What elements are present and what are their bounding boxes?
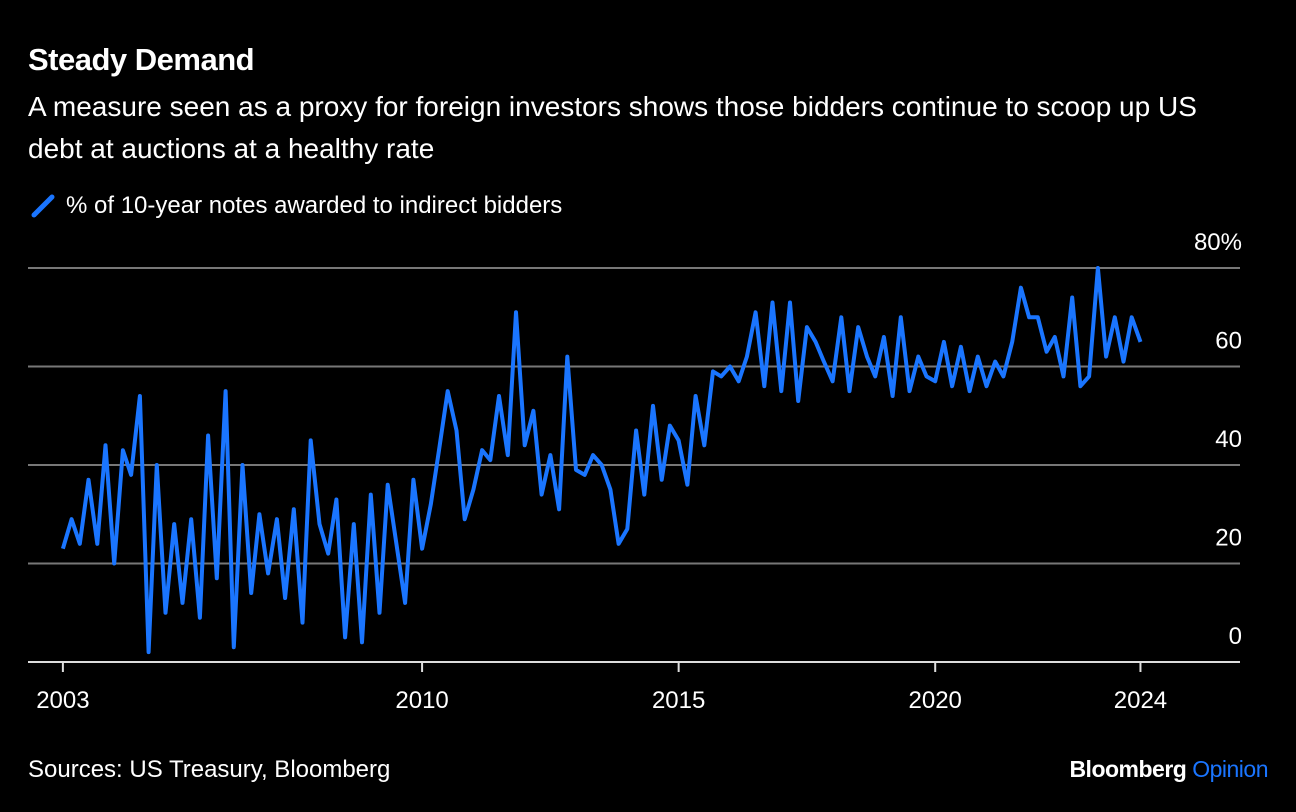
credit-product: Opinion xyxy=(1192,756,1268,782)
legend-label: % of 10-year notes awarded to indirect b… xyxy=(66,192,563,219)
x-tick-label: 2024 xyxy=(1114,687,1167,714)
x-tick-label: 2015 xyxy=(652,687,705,714)
data-line xyxy=(60,266,1143,655)
legend: % of 10-year notes awarded to indirect b… xyxy=(30,192,562,220)
y-tick-label: 80% xyxy=(1194,229,1242,256)
y-tick-label: 60 xyxy=(1215,328,1242,355)
y-tick-label: 20 xyxy=(1215,525,1242,552)
y-tick-label: 40 xyxy=(1215,426,1242,453)
x-tick-label: 2010 xyxy=(395,687,448,714)
chart-title: Steady Demand xyxy=(28,42,255,77)
x-tick-label: 2003 xyxy=(36,687,89,714)
source-note: Sources: US Treasury, Bloomberg xyxy=(28,756,391,783)
y-tick-label: 0 xyxy=(1229,623,1242,650)
chart-subtitle: A measure seen as a proxy for foreign in… xyxy=(28,91,1197,164)
credit-name: Bloomberg xyxy=(1069,756,1187,782)
credit: Bloomberg Opinion xyxy=(1069,756,1268,783)
legend-swatch xyxy=(31,194,55,218)
x-tick-label: 2020 xyxy=(909,687,962,714)
